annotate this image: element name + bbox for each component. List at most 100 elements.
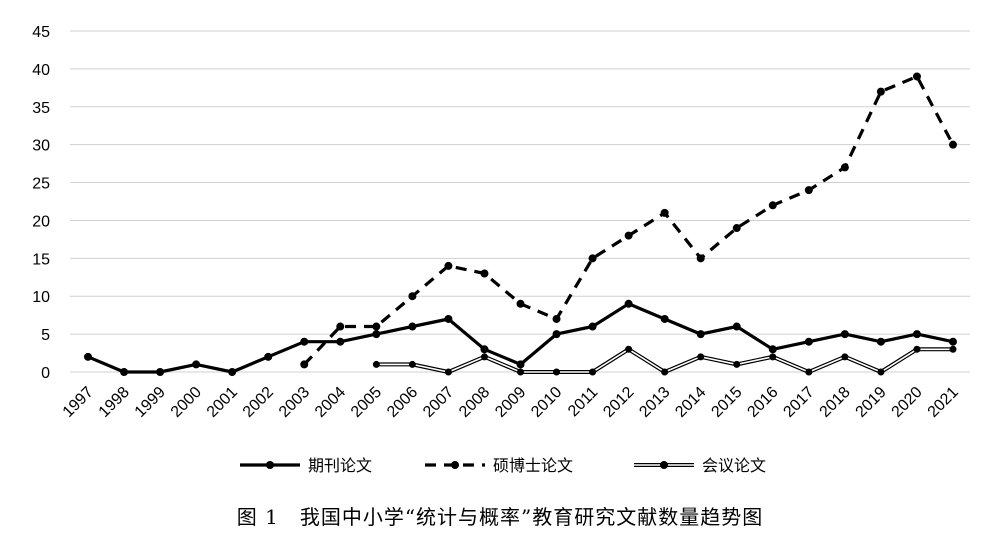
x-tick-label: 2018 [817, 384, 854, 421]
series-lines [84, 72, 957, 376]
data-point [589, 368, 597, 376]
x-tick-label: 2005 [348, 384, 385, 421]
x-tick-label: 2001 [204, 384, 241, 421]
y-tick-label: 5 [41, 327, 50, 344]
data-point [552, 330, 561, 339]
data-point [912, 330, 921, 339]
data-point [732, 224, 741, 233]
x-tick-label: 2000 [168, 384, 205, 421]
legend-marker [660, 461, 668, 469]
data-point [156, 368, 165, 376]
x-tick-label: 2014 [672, 384, 709, 421]
data-point [876, 87, 885, 96]
data-point [516, 299, 525, 308]
data-point [804, 337, 813, 346]
y-tick-label: 40 [32, 62, 50, 79]
y-tick-label: 10 [32, 289, 50, 306]
legend: 期刊论文 硕博士论文 会议论文 [240, 456, 766, 475]
data-point [624, 231, 633, 240]
x-tick-label: 2009 [492, 384, 529, 421]
x-tick-label: 2016 [744, 384, 781, 421]
y-tick-label: 15 [32, 251, 50, 268]
data-point [805, 368, 813, 376]
x-tick-label: 1998 [96, 384, 133, 421]
legend-label: 会议论文 [702, 456, 766, 475]
data-point [444, 368, 452, 376]
data-point [517, 368, 524, 376]
data-point [480, 353, 488, 361]
series-0 [84, 299, 957, 376]
data-point [732, 322, 741, 331]
data-point [228, 368, 237, 376]
legend-item-2: 会议论文 [634, 456, 766, 475]
legend-item-0: 期刊论文 [240, 456, 372, 475]
legend-label: 期刊论文 [308, 456, 372, 475]
data-point [516, 360, 525, 369]
data-point [768, 345, 777, 354]
data-point [264, 352, 273, 361]
data-point [841, 353, 849, 361]
y-tick-label: 30 [32, 138, 50, 155]
x-tick-label: 2011 [565, 384, 601, 420]
legend-item-1: 硕博士论文 [425, 456, 573, 475]
data-point [876, 337, 885, 346]
data-point [661, 368, 669, 376]
data-point [192, 360, 201, 369]
data-point [625, 345, 633, 353]
data-point [444, 261, 453, 270]
data-point [660, 208, 669, 217]
x-tick-label: 2017 [780, 384, 817, 421]
data-point [552, 314, 561, 323]
data-point [660, 314, 669, 323]
grid-lines [70, 30, 970, 373]
series-1 [300, 72, 957, 369]
x-tick-label: 2004 [312, 384, 349, 421]
y-tick-label: 25 [32, 176, 50, 193]
data-point [696, 330, 705, 339]
series-2 [372, 345, 957, 376]
x-tick-label: 2002 [240, 384, 277, 421]
x-tick-label: 2015 [708, 384, 745, 421]
data-point [300, 360, 309, 369]
data-point [949, 337, 957, 346]
x-axis-ticks: 1997199819992000200120022003200420052006… [60, 384, 962, 421]
data-point [480, 345, 489, 354]
data-point [408, 360, 416, 368]
data-point [949, 345, 957, 353]
x-tick-label: 2010 [528, 384, 565, 421]
data-point [120, 368, 129, 376]
data-point [624, 299, 633, 308]
data-point [840, 163, 849, 172]
x-tick-label: 2006 [384, 384, 421, 421]
data-point [336, 337, 345, 346]
figure-caption: 图 1 我国中小学“统计与概率”教育研究文献数量趋势图 [236, 505, 764, 529]
y-tick-label: 35 [32, 100, 50, 117]
data-point [877, 368, 885, 376]
data-point [912, 72, 921, 81]
x-tick-label: 2019 [853, 384, 890, 421]
x-tick-label: 2013 [636, 384, 673, 421]
data-point [408, 292, 417, 301]
x-tick-label: 2003 [276, 384, 313, 421]
y-tick-label: 45 [32, 24, 50, 41]
data-point [408, 322, 417, 331]
data-point [913, 345, 921, 353]
legend-marker [266, 461, 274, 469]
data-point [588, 322, 597, 331]
data-point [949, 140, 957, 149]
data-point [804, 186, 813, 195]
data-point [372, 330, 381, 339]
data-point [372, 360, 380, 368]
data-point [769, 353, 777, 361]
data-point [84, 352, 92, 361]
data-point [840, 330, 849, 339]
data-point [768, 201, 777, 210]
x-tick-label: 2020 [889, 384, 926, 421]
x-tick-label: 2021 [925, 384, 962, 421]
data-point [372, 322, 381, 331]
data-point [588, 254, 597, 263]
legend-label: 硕博士论文 [493, 456, 573, 475]
data-point [696, 254, 705, 263]
x-tick-label: 1997 [60, 384, 97, 421]
